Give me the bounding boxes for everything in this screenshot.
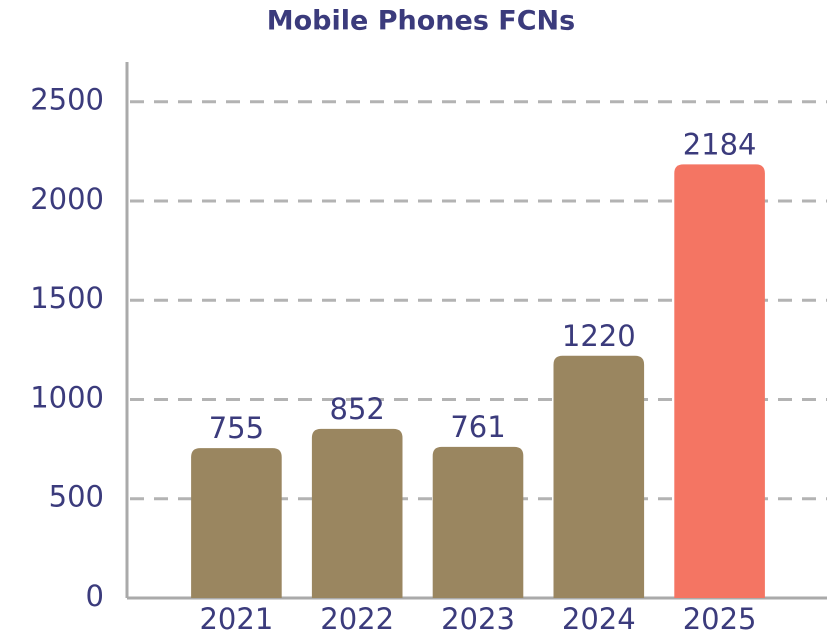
- data-label: 761: [450, 410, 505, 444]
- bar: [553, 355, 645, 598]
- bar: [311, 428, 403, 598]
- data-label: 2184: [683, 127, 757, 161]
- bar: [191, 448, 282, 598]
- y-tick-label: 2500: [30, 83, 104, 117]
- chart-title: Mobile Phones FCNs: [267, 6, 575, 37]
- y-tick-label: 500: [49, 480, 104, 514]
- y-tick-label: 2000: [30, 182, 104, 216]
- data-label: 852: [330, 392, 385, 426]
- y-tick-label: 1500: [30, 281, 104, 315]
- y-tick-label: 0: [86, 579, 104, 613]
- x-tick-label: 2021: [199, 602, 273, 636]
- x-tick-label: 2022: [320, 602, 394, 636]
- bar: [432, 446, 524, 598]
- data-label: 755: [209, 411, 264, 445]
- x-tick-label: 2025: [683, 602, 757, 636]
- data-label: 1220: [562, 319, 636, 353]
- x-tick-label: 2023: [441, 602, 515, 636]
- x-tick-label: 2024: [562, 602, 636, 636]
- y-tick-label: 1000: [30, 380, 104, 414]
- bar: [674, 164, 765, 599]
